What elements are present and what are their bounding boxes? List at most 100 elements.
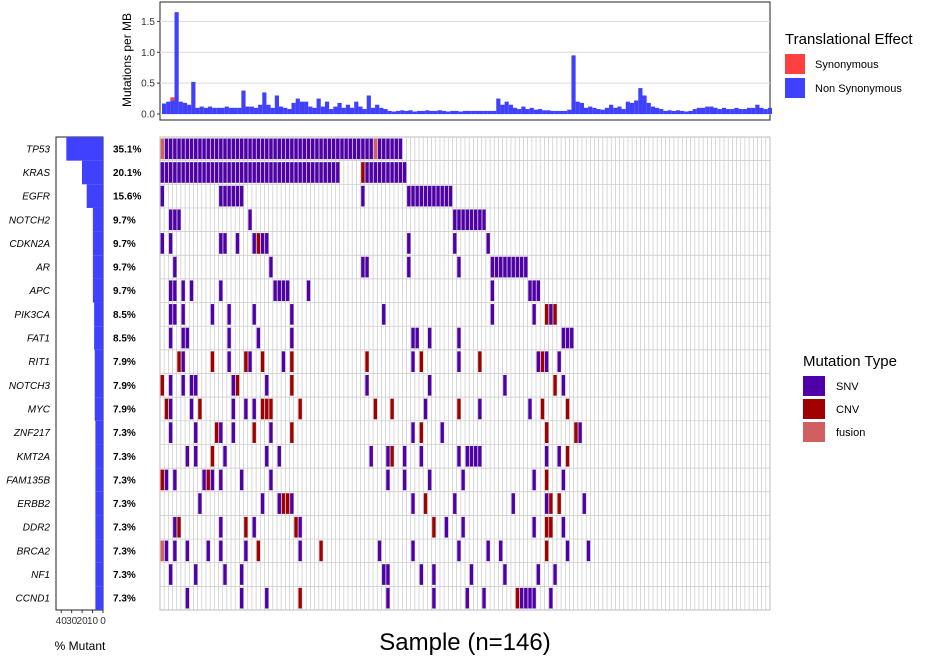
cell-snv-tp53 (189, 138, 194, 160)
cell-snv-egfr (223, 185, 227, 207)
bar-nonsynonymous (354, 101, 359, 114)
cell-snv-tp53 (219, 138, 223, 160)
percent-label: 7.9% (113, 357, 136, 368)
cell-snv-ccnd1 (465, 587, 469, 609)
bar-nonsynonymous (625, 101, 630, 114)
cell-snv-tp53 (323, 138, 327, 160)
cell-snv-znf217 (440, 422, 444, 443)
cell-cnv-myc (298, 398, 302, 420)
cell-snv-tp53 (386, 138, 390, 160)
bar-nonsynonymous (642, 95, 647, 114)
cell-cnv-ddr2 (177, 516, 181, 538)
cell-cnv-rit1 (540, 351, 545, 372)
percent-label: 7.3% (113, 546, 136, 557)
percent-label: 7.3% (113, 523, 136, 534)
cell-snv-kras (177, 162, 181, 183)
percent-label: 7.3% (113, 428, 136, 439)
cell-snv-brca2 (457, 540, 461, 562)
cell-snv-rit1 (544, 351, 549, 372)
cell-snv-kras (290, 162, 294, 183)
bar-nonsynonymous (433, 110, 438, 114)
cell-snv-tp53 (302, 138, 307, 160)
cell-snv-nf1 (223, 564, 227, 585)
cell-snv-tp53 (168, 138, 173, 160)
cell-snv-nf1 (536, 564, 541, 585)
left-bar-mutant (94, 349, 103, 374)
bar-nonsynonymous (730, 109, 735, 114)
cell-snv-cdkn2a (407, 233, 411, 254)
bar-nonsynonymous (383, 109, 388, 114)
bar-nonsynonymous (220, 107, 225, 114)
cell-cnv-fam135b (160, 469, 164, 491)
cell-snv-tp53 (265, 138, 269, 160)
cell-snv-egfr (440, 185, 444, 207)
bar-nonsynonymous (320, 106, 325, 114)
cell-fusion-tp53 (373, 138, 378, 160)
bar-nonsynonymous (166, 101, 171, 114)
cell-snv-brca2 (411, 540, 415, 562)
cell-snv-apc (189, 280, 194, 302)
cell-snv-tp53 (331, 138, 336, 160)
cell-fusion-brca2 (160, 540, 164, 562)
cell-snv-pik3ca (290, 304, 294, 325)
gene-label: APC (28, 286, 50, 297)
cell-snv-znf217 (269, 422, 273, 443)
cell-cnv-myc (390, 398, 394, 420)
cell-snv-ar (457, 256, 461, 278)
cell-snv-pik3ca (210, 304, 215, 325)
cell-snv-tp53 (231, 138, 236, 160)
cell-fusion-tp53 (160, 138, 164, 160)
legend-title-translational: Translational Effect (785, 31, 913, 48)
gene-label: AR (35, 263, 50, 274)
percent-label: 15.6% (113, 192, 141, 203)
cell-snv-nf1 (419, 564, 424, 585)
cell-snv-notch3 (365, 375, 369, 396)
cell-snv-fat1 (181, 327, 185, 349)
bar-nonsynonymous (613, 107, 618, 114)
cell-snv-ar (503, 256, 507, 278)
left-bar-mutant (94, 373, 103, 398)
cell-cnv-brca2 (256, 540, 261, 562)
bar-nonsynonymous (241, 90, 246, 114)
bar-nonsynonymous (646, 102, 651, 114)
legend-swatch-cnv (803, 399, 825, 419)
left-bar-mutant (92, 207, 103, 232)
gene-label: DDR2 (23, 523, 51, 534)
bar-nonsynonymous (408, 110, 413, 114)
cell-snv-kras (160, 162, 164, 183)
bar-nonsynonymous (525, 109, 530, 114)
cell-snv-notch3 (189, 375, 194, 396)
percent-label: 7.9% (113, 381, 136, 392)
bar-nonsynonymous (187, 104, 192, 114)
cell-snv-apc (277, 280, 281, 302)
bar-nonsynonymous (496, 98, 501, 114)
cell-snv-kras (173, 162, 177, 183)
cell-snv-fat1 (168, 327, 173, 349)
bar-nonsynonymous (479, 110, 484, 114)
cell-snv-egfr (219, 185, 223, 207)
cell-snv-kras (235, 162, 240, 183)
cell-snv-egfr (427, 185, 432, 207)
cell-snv-egfr (444, 185, 449, 207)
gene-label: FAM135B (6, 475, 50, 486)
percent-label: 8.5% (113, 334, 136, 345)
bar-nonsynonymous (529, 107, 534, 114)
percent-label: 9.7% (113, 263, 136, 274)
cell-snv-fat1 (227, 327, 231, 349)
bar-nonsynonymous (659, 109, 664, 114)
left-bar-mutant (95, 420, 103, 445)
cell-snv-cdkn2a (235, 233, 240, 254)
cell-cnv-myc (269, 398, 273, 420)
bar-nonsynonymous (375, 104, 380, 114)
cell-snv-tp53 (256, 138, 261, 160)
cell-snv-rit1 (181, 351, 185, 372)
cell-snv-brca2 (219, 540, 223, 562)
cell-snv-kmt2a (402, 445, 407, 467)
cell-cnv-brca2 (544, 540, 549, 562)
bar-nonsynonymous (567, 109, 572, 114)
cell-snv-kras (298, 162, 302, 183)
cell-snv-myc (478, 398, 482, 420)
cell-cnv-pik3ca (544, 304, 549, 325)
cell-snv-ddr2 (561, 516, 566, 538)
cell-snv-tp53 (361, 138, 365, 160)
